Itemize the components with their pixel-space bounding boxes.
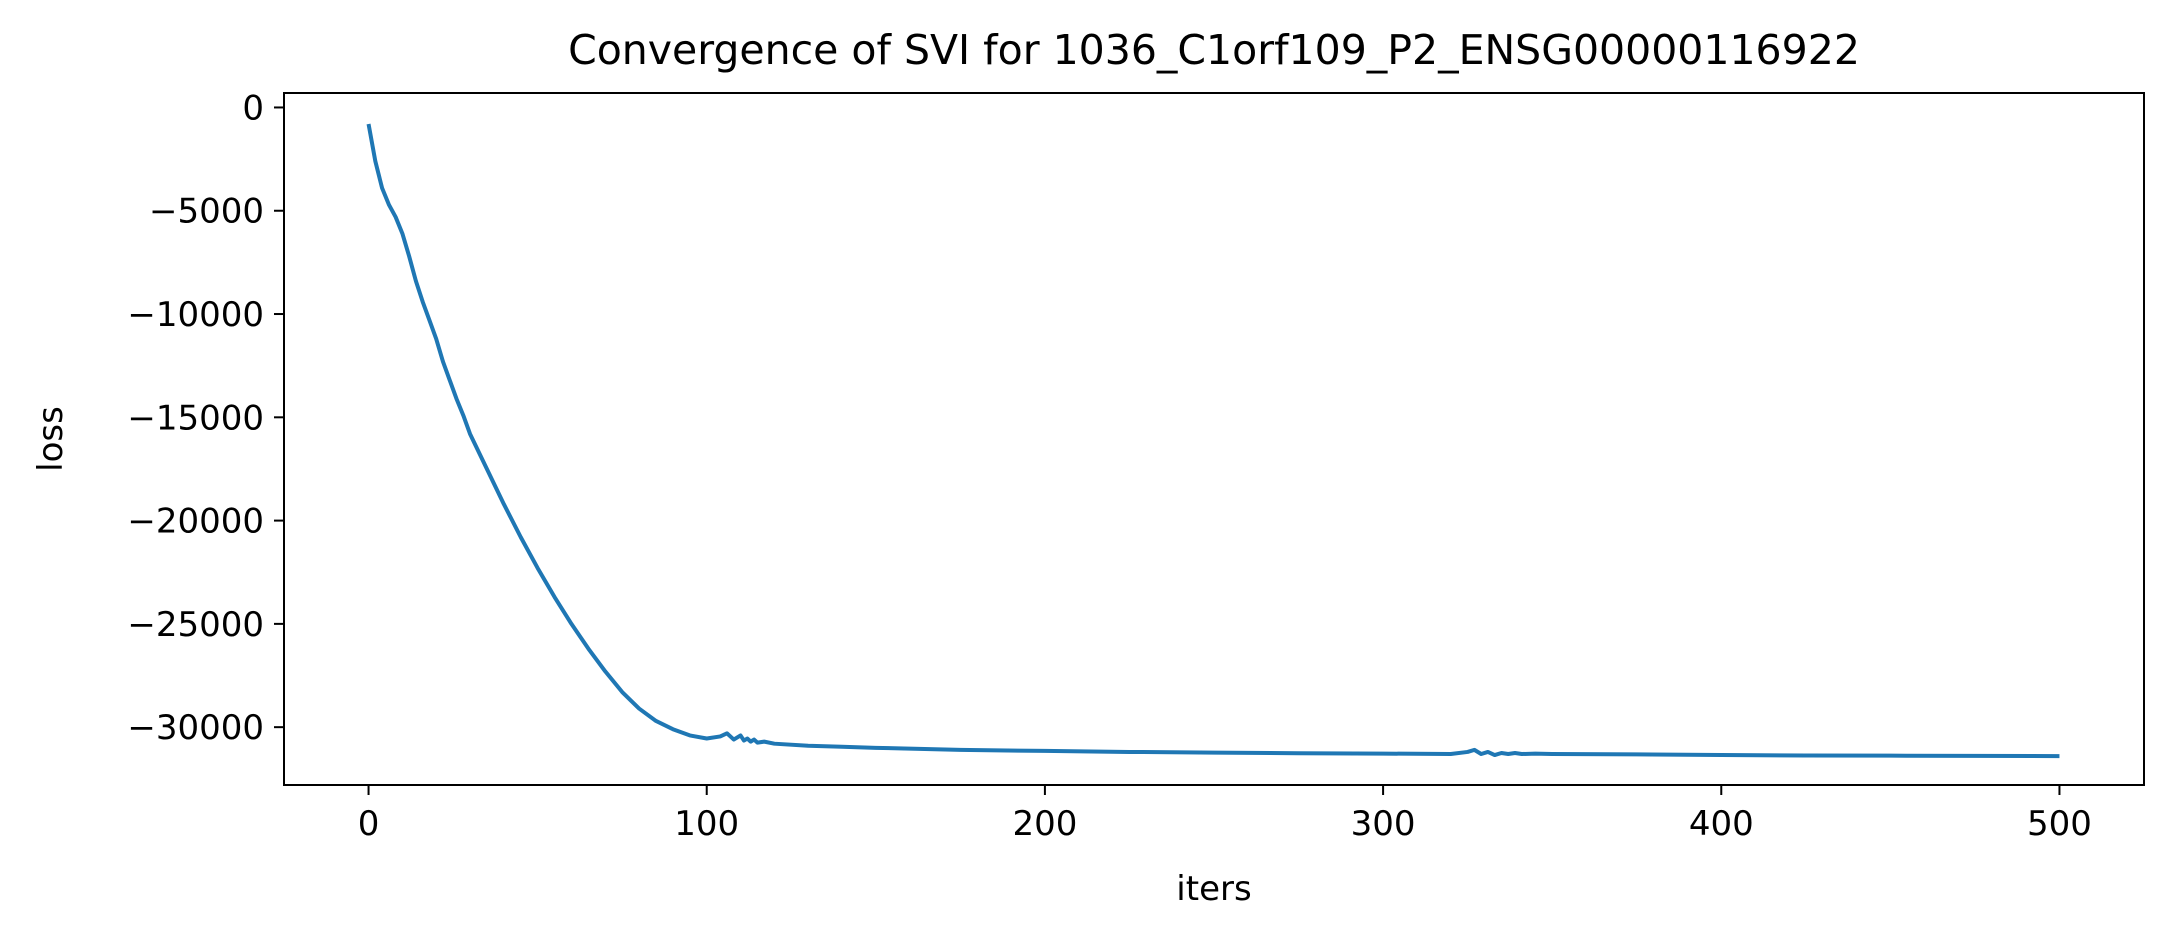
loss-line [366, 123, 2060, 759]
x-axis-ticks: 0 100 200 300 400 500 [358, 785, 2092, 844]
plot-frame [283, 92, 2145, 786]
y-tick-label: −30000 [127, 708, 264, 748]
x-tick-label: 0 [358, 804, 380, 844]
y-tick-label: 0 [242, 88, 264, 128]
x-tick-label: 500 [2027, 804, 2092, 844]
plot-area [366, 123, 2060, 759]
x-tick-label: 300 [1351, 804, 1416, 844]
x-tick-label: 100 [674, 804, 739, 844]
y-tick-label: −25000 [127, 605, 264, 645]
y-tick-label: −20000 [127, 502, 264, 542]
y-tick-label: −15000 [127, 398, 264, 438]
x-tick-label: 400 [1689, 804, 1754, 844]
y-tick-label: −5000 [149, 192, 264, 232]
chart-title: Convergence of SVI for 1036_C1orf109_P2_… [568, 26, 1860, 74]
y-axis-ticks: 0 −5000 −10000 −15000 −20000 −25000 −30000 [127, 88, 284, 748]
x-tick-label: 200 [1012, 804, 1077, 844]
y-tick-label: −10000 [127, 295, 264, 335]
y-axis-label: loss [31, 406, 71, 472]
x-axis-label: iters [1176, 869, 1251, 909]
